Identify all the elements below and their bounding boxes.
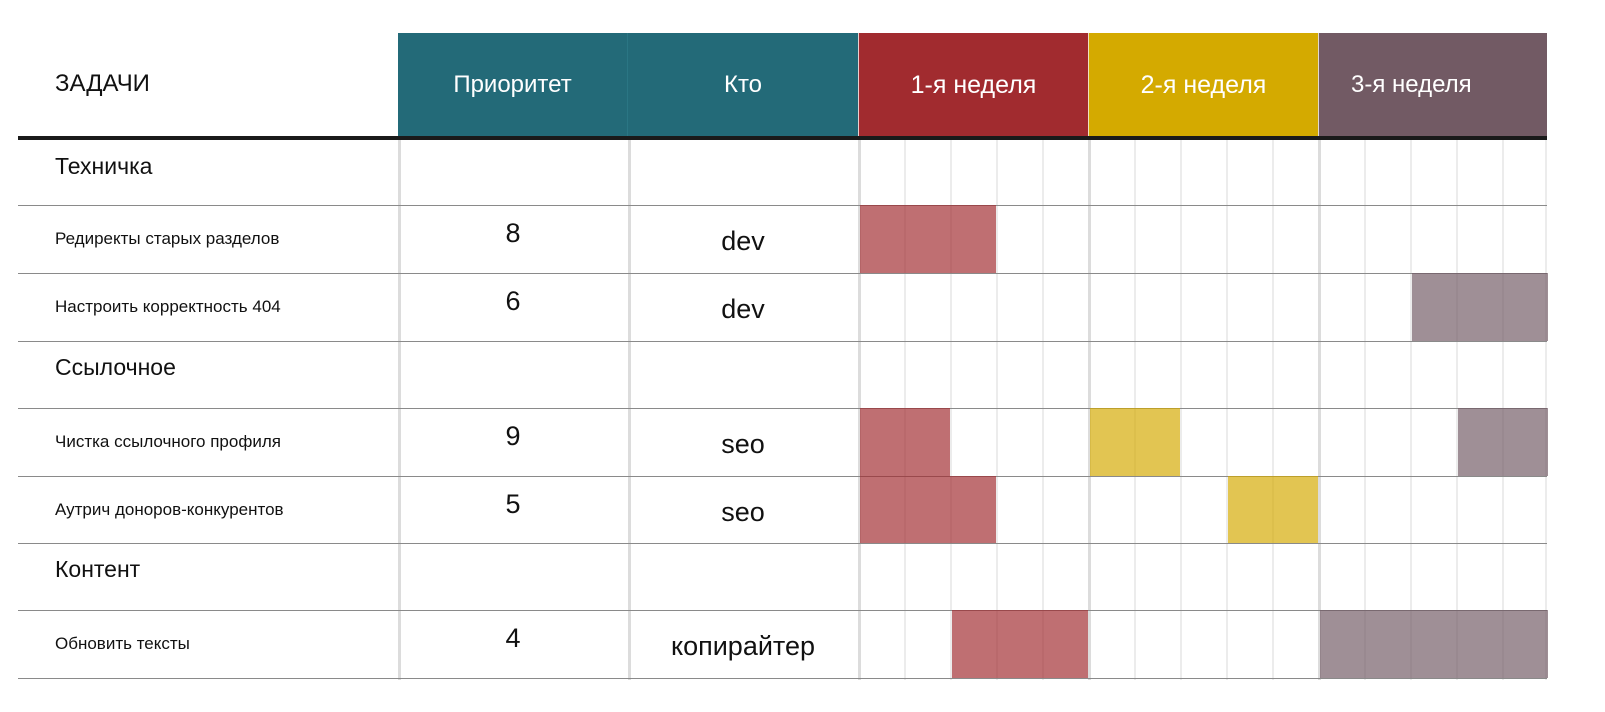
who-header: Кто [628, 33, 858, 137]
assignee-value: seo [721, 496, 765, 527]
task-name: Обновить тексты [55, 634, 190, 653]
row-divider [18, 543, 1547, 544]
week-2-label: 2-я неделя [1140, 70, 1267, 99]
priority-value: 9 [505, 420, 521, 451]
gantt-bar [1320, 610, 1548, 678]
day-divider [1272, 140, 1274, 680]
task-name: Настроить корректность 404 [55, 297, 281, 316]
who-header-label: Кто [723, 71, 763, 98]
gantt-bar [952, 610, 1088, 678]
priority-value: 5 [505, 488, 521, 519]
priority-header-label: Приоритет [453, 71, 572, 98]
task-name: Аутрич доноров-конкурентов [55, 499, 284, 519]
row-divider [18, 678, 1547, 679]
gantt-bar [1412, 273, 1548, 341]
assignee-value: seo [721, 428, 765, 459]
tasks-header: ЗАДАЧИ [55, 70, 150, 97]
gantt-bar [860, 205, 996, 273]
gantt-bar [1090, 408, 1180, 476]
day-divider [950, 140, 952, 680]
task-name: Редиректы старых разделов [55, 229, 280, 248]
priority-value: 8 [505, 217, 521, 248]
column-divider [398, 140, 401, 680]
week-1-label: 1-я неделя [910, 70, 1037, 99]
header-divider [18, 136, 1547, 140]
assignee-value: копирайтер [670, 630, 816, 661]
week-3-label: 3-я неделя [1351, 71, 1472, 98]
priority-value: 4 [505, 622, 521, 653]
group-title: Ссылочное [55, 353, 176, 380]
row-divider [18, 273, 1547, 274]
gantt-bar [1458, 408, 1548, 476]
task-name: Чистка ссылочного профиля [55, 432, 281, 451]
gantt-bar [860, 408, 950, 476]
priority-header: Приоритет [398, 33, 628, 137]
row-divider [18, 408, 1547, 409]
group-title: Техничка [55, 152, 153, 179]
week-1-header: 1-я неделя [858, 33, 1088, 137]
day-divider [1364, 140, 1366, 680]
column-divider [1318, 140, 1321, 680]
gantt-bar [860, 476, 996, 543]
row-divider [18, 476, 1547, 477]
day-divider [1410, 140, 1412, 680]
column-divider [628, 140, 631, 680]
column-divider [1088, 140, 1091, 680]
day-divider [1180, 140, 1182, 680]
day-divider [1042, 140, 1044, 680]
row-divider [18, 205, 1547, 206]
row-divider [18, 610, 1547, 611]
assignee-value: dev [721, 225, 765, 256]
group-title: Контент [55, 555, 141, 582]
week-2-header: 2-я неделя [1088, 33, 1318, 137]
week-3-header: 3-я неделя [1318, 33, 1547, 137]
column-divider [858, 140, 861, 680]
day-divider [1226, 140, 1228, 680]
assignee-value: dev [721, 293, 765, 324]
row-divider [18, 341, 1547, 342]
gantt-bar [1228, 476, 1318, 543]
day-divider [1456, 140, 1458, 680]
priority-value: 6 [505, 285, 521, 316]
day-divider [996, 140, 998, 680]
